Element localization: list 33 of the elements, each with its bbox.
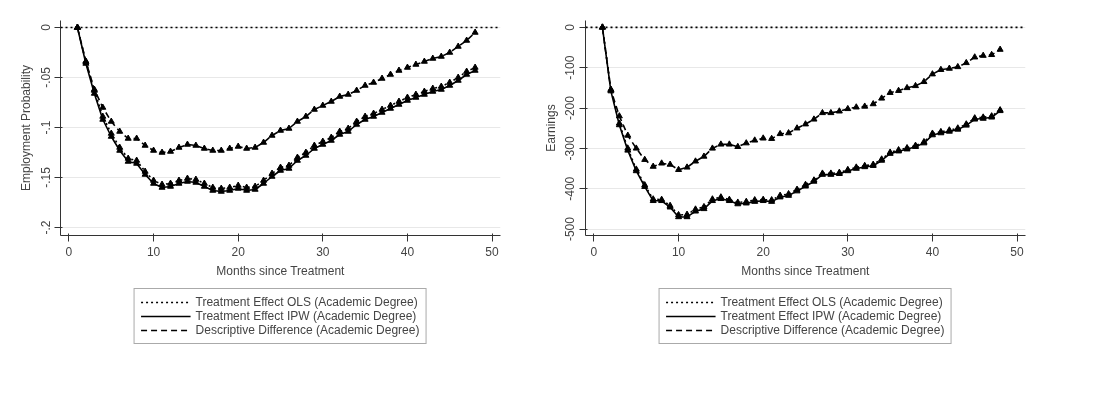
x-tick-label: 20 (756, 244, 771, 259)
x-tick-label: 40 (925, 244, 940, 259)
y-tick-label: -.15 (38, 166, 53, 188)
y-tick-label: -.2 (38, 220, 53, 235)
legend-label: Descriptive Difference (Academic Degree) (720, 323, 945, 337)
y-tick-label: -.1 (38, 120, 53, 135)
x-tick-label: 40 (400, 244, 415, 259)
y-axis-title: Employment Probability (18, 64, 33, 192)
x-tick-label: 0 (65, 244, 73, 259)
x-tick-label: 10 (146, 244, 161, 259)
legend-label: Treatment Effect OLS (Academic Degree) (720, 295, 943, 309)
y-tick-label: -.05 (38, 66, 53, 88)
x-tick-label: 30 (316, 244, 330, 259)
legend-label: Treatment Effect OLS (Academic Degree) (195, 295, 418, 309)
y-axis-title: Earnings (543, 104, 558, 152)
x-tick-label: 20 (231, 244, 246, 259)
x-axis-title: Months since Treatment (216, 263, 346, 278)
legend-label: Descriptive Difference (Academic Degree) (195, 323, 420, 337)
y-tick-label: 0 (38, 23, 53, 31)
x-tick-label: 50 (485, 244, 500, 259)
y-tick-label: -100 (563, 55, 578, 80)
x-tick-label: 50 (1010, 244, 1025, 259)
legend-label: Treatment Effect IPW (Academic Degree) (720, 309, 942, 323)
x-axis-title: Months since Treatment (741, 263, 871, 278)
y-tick-label: -400 (563, 176, 578, 201)
y-tick-label: 0 (563, 23, 578, 31)
legend-label: Treatment Effect IPW (Academic Degree) (195, 309, 417, 323)
y-tick-label: -500 (563, 216, 578, 242)
x-tick-label: 10 (671, 244, 686, 259)
y-tick-label: -300 (563, 136, 578, 161)
x-tick-label: 30 (841, 244, 855, 259)
x-tick-label: 0 (590, 244, 598, 259)
y-tick-label: -200 (563, 95, 578, 121)
